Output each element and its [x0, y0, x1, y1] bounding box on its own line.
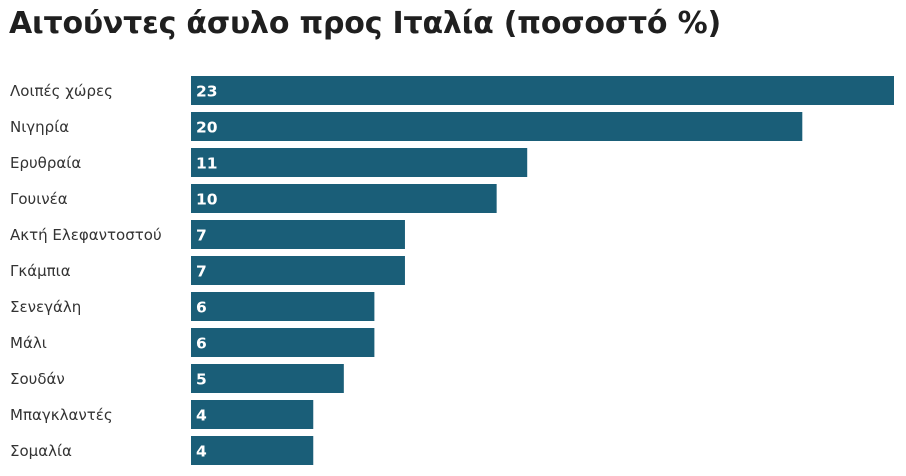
bar-value-label: 10 [196, 191, 218, 209]
bar-value-label: 5 [196, 371, 207, 389]
bar [191, 292, 375, 321]
bar [191, 400, 314, 429]
bar [191, 436, 314, 465]
bar-value-label: 4 [196, 407, 207, 425]
bar [191, 148, 528, 177]
bar-value-label: 7 [196, 263, 207, 281]
bar-value-label: 11 [196, 155, 218, 173]
category-label: Ερυθραία [10, 154, 81, 172]
bar-value-label: 4 [196, 443, 207, 461]
bar-value-label: 20 [196, 119, 218, 137]
category-label: Ακτή Ελεφαντοστού [10, 226, 162, 244]
bar [191, 256, 405, 285]
category-label: Μάλι [10, 334, 47, 352]
category-label: Λοιπές χώρες [10, 82, 113, 100]
bar-value-label: 6 [196, 335, 207, 353]
category-label: Σουδάν [10, 370, 65, 388]
bars-layer: Λοιπές χώρες 23 Νιγηρία 20 Ερυθραία 11 Γουινέα… [10, 76, 894, 465]
bar-value-label: 7 [196, 227, 207, 245]
bar [191, 76, 894, 105]
chart-title: Αιτούντες άσυλο προς Ιταλία (ποσοστό %) [9, 6, 721, 41]
bar [191, 364, 344, 393]
category-label: Σενεγάλη [10, 298, 81, 316]
category-label: Μπαγκλαντές [10, 406, 113, 424]
bar [191, 220, 405, 249]
bar [191, 184, 497, 213]
bar [191, 112, 803, 141]
bar-value-label: 6 [196, 299, 207, 317]
bar-value-label: 23 [196, 83, 218, 101]
category-label: Σομαλία [10, 442, 72, 460]
category-label: Γουινέα [10, 190, 68, 208]
category-label: Νιγηρία [10, 118, 69, 136]
category-label: Γκάμπια [10, 262, 71, 280]
bar [191, 328, 375, 357]
